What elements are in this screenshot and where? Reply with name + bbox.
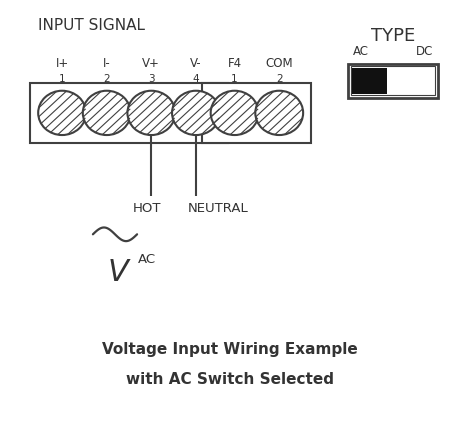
Text: TYPE: TYPE [370, 27, 414, 45]
Text: AC: AC [138, 253, 156, 267]
Text: Voltage Input Wiring Example: Voltage Input Wiring Example [102, 342, 357, 357]
Circle shape [210, 91, 258, 135]
Bar [351, 66, 434, 95]
Text: I-: I- [103, 57, 110, 70]
Text: HOT: HOT [132, 202, 161, 216]
Circle shape [172, 91, 219, 135]
Text: 2: 2 [103, 74, 110, 84]
Bar [352, 68, 386, 94]
Text: 1: 1 [59, 74, 65, 84]
Text: 4: 4 [192, 74, 199, 84]
Bar [202, 83, 311, 143]
Circle shape [127, 91, 175, 135]
Text: 2: 2 [275, 74, 282, 84]
Text: INPUT SIGNAL: INPUT SIGNAL [38, 18, 145, 33]
Text: I+: I+ [56, 57, 68, 70]
Text: COM: COM [265, 57, 292, 70]
Text: V-: V- [190, 57, 202, 70]
Text: AC: AC [353, 44, 368, 58]
Text: F4: F4 [227, 57, 241, 70]
Text: $V$: $V$ [106, 258, 131, 287]
Bar [348, 64, 437, 98]
Bar [30, 83, 228, 143]
Text: V+: V+ [142, 57, 160, 70]
Circle shape [83, 91, 130, 135]
Text: with AC Switch Selected: with AC Switch Selected [126, 371, 333, 387]
Text: DC: DC [415, 44, 432, 58]
Circle shape [38, 91, 86, 135]
Text: 3: 3 [148, 74, 154, 84]
Circle shape [255, 91, 302, 135]
Text: 1: 1 [231, 74, 237, 84]
Text: NEUTRAL: NEUTRAL [187, 202, 248, 216]
